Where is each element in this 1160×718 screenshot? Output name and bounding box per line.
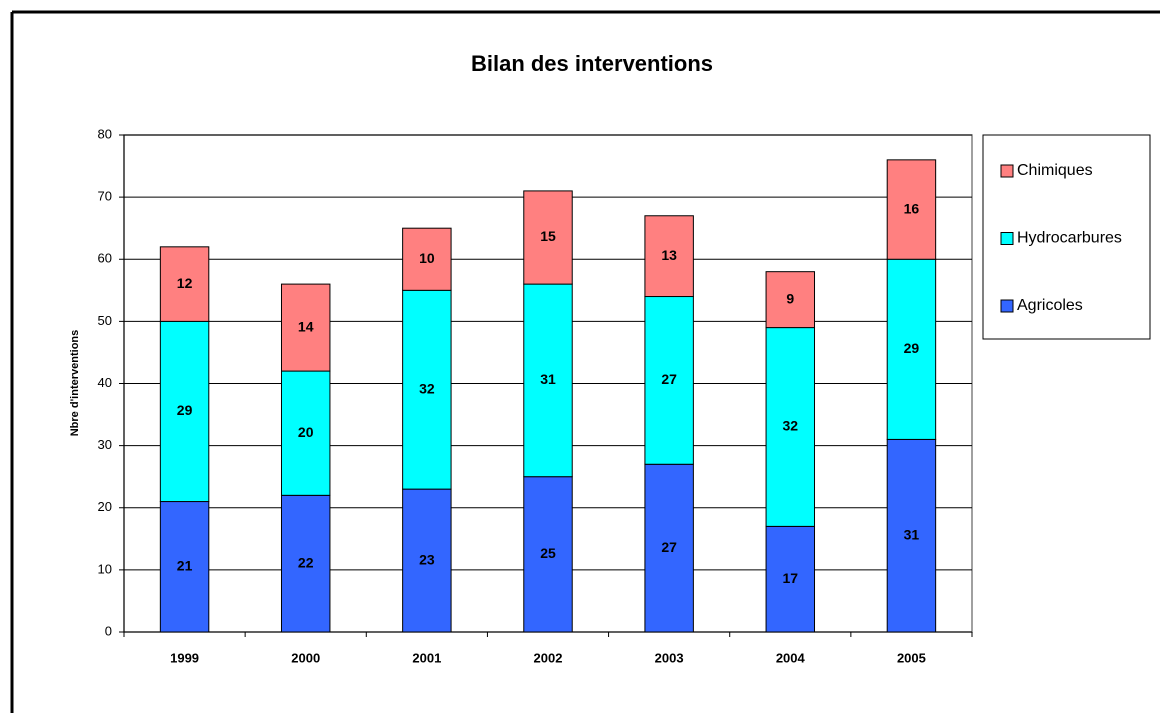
bar-segment [402,227,452,291]
x-tick-label: 2004 [776,650,806,665]
data-label: 27 [661,371,677,387]
x-tick-label: 1999 [170,650,199,665]
bar-segment [159,246,210,322]
data-label: 29 [177,402,193,418]
bar-segment [644,463,694,633]
bar-segment [280,494,331,633]
bar-segment [402,488,452,633]
data-label: 25 [540,545,556,561]
bar-segment [523,190,573,285]
y-tick-label: 80 [98,126,112,141]
y-tick-label: 10 [98,561,112,576]
x-tick-label: 2001 [412,650,441,665]
data-label: 16 [904,200,920,216]
data-label: 20 [298,424,314,440]
bar-segment [886,159,937,260]
y-tick-label: 50 [98,313,112,328]
bar-segment [886,438,937,633]
bar-segment [765,271,816,329]
bar-segment [159,501,210,633]
x-tick-label: 2005 [897,650,926,665]
data-label: 15 [540,228,556,244]
y-tick-label: 0 [105,623,112,638]
bar-segment [402,289,452,490]
data-label: 29 [904,340,920,356]
y-tick-label: 20 [98,499,112,514]
bar-segment [280,370,331,496]
data-label: 17 [782,570,798,586]
bar-segment [523,476,573,633]
data-label: 13 [661,247,677,263]
x-tick-label: 2000 [291,650,320,665]
data-label: 23 [419,551,435,567]
data-label: 31 [540,371,556,387]
x-tick-label: 2002 [534,650,563,665]
legend-swatch [1000,299,1014,313]
legend-swatch [1000,164,1014,178]
y-axis-label: Nbre d'interventions [69,330,81,437]
data-label: 32 [782,418,798,434]
y-tick-label: 60 [98,251,112,266]
data-label: 22 [298,554,314,570]
data-label: 9 [786,290,794,306]
legend-swatch [1000,232,1014,245]
legend-label: Chimiques [1017,162,1093,179]
y-tick-label: 30 [98,437,112,452]
chart-title: Bilan des interventions [471,51,713,76]
y-tick-label: 70 [98,189,112,204]
x-tick-label: 2003 [655,650,684,665]
data-label: 14 [298,318,314,334]
legend-label: Agricoles [1017,297,1083,314]
data-label: 21 [177,557,193,573]
bar-segment [886,258,937,440]
bar-segment [765,327,816,527]
bar-segment [523,283,573,478]
bar-segment [280,283,331,372]
data-label: 10 [419,250,435,266]
data-label: 31 [904,526,920,542]
data-label: 27 [661,539,677,555]
bar-segment [644,296,694,465]
bar-segment [765,525,816,633]
y-tick-label: 40 [98,375,112,390]
data-label: 12 [177,275,193,291]
data-label: 32 [419,380,435,396]
legend-label: Hydrocarbures [1017,230,1122,247]
bar-segment [644,215,694,298]
